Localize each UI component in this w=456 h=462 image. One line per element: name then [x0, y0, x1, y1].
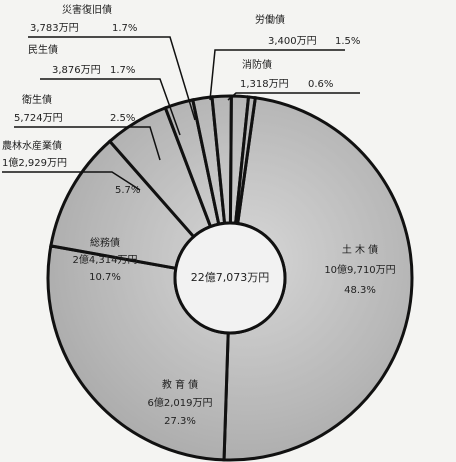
value-label: 10.7% [89, 272, 121, 283]
value-label: 5.7% [115, 185, 140, 196]
category-label: 衛生債 [22, 93, 52, 106]
value-label: 2.5% [110, 113, 135, 124]
amount-label: 3,783万円 [30, 23, 79, 34]
category-label: 民生債 [28, 43, 58, 56]
category-label: 災害復旧債 [62, 3, 112, 16]
amount-label: 3,876万円 [52, 65, 101, 76]
value-label: 27.3% [164, 416, 196, 427]
amount-label: 10億9,710万円 [324, 263, 395, 276]
value-label: 0.6% [308, 79, 333, 90]
category-label: 教 育 債 [162, 378, 198, 391]
value-label: 1.7% [110, 65, 135, 76]
category-label: 消防債 [242, 58, 272, 71]
center-label: 22億7,073万円 [191, 271, 270, 284]
category-label: 土 木 債 [342, 243, 378, 256]
amount-label: 1,318万円 [240, 79, 289, 90]
category-label: 労働債 [255, 13, 285, 26]
amount-label: 3,400万円 [268, 36, 317, 47]
value-label: 48.3% [344, 285, 376, 296]
amount-label: 1億2,929万円 [2, 156, 67, 169]
value-label: 1.7% [112, 23, 137, 34]
chart: 22億7,073万円 土 木 債 10億9,710万円 48.3% 教 育 債 6億2,0… [0, 0, 456, 462]
amount-label: 2億4,314万円 [73, 253, 138, 266]
category-label: 農林水産業債 [2, 139, 62, 152]
amount-label: 6億2,019万円 [148, 396, 213, 409]
value-label: 1.5% [335, 36, 360, 47]
category-label: 総務債 [90, 236, 120, 249]
amount-label: 5,724万円 [14, 113, 63, 124]
